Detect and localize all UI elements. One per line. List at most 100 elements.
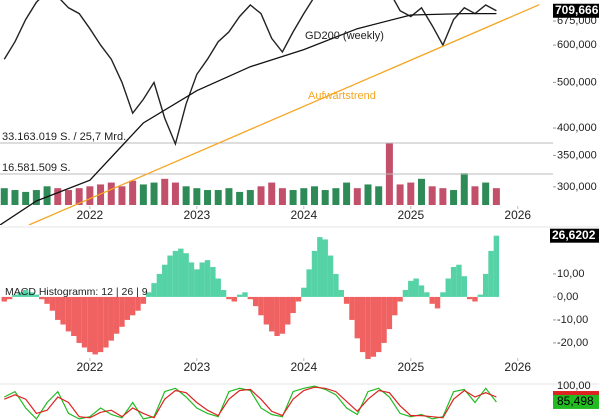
stoch-tag — [553, 394, 599, 409]
x-tick-label: 2026 — [504, 360, 531, 374]
macd-bar — [493, 235, 500, 297]
volume-bar — [11, 190, 19, 205]
x-tick-label: 2022 — [77, 360, 104, 374]
volume-bar — [278, 188, 286, 205]
volume-bar — [32, 190, 40, 205]
volume-bar — [492, 188, 500, 205]
y-tick-label: 10,00 — [557, 268, 585, 280]
volume-bar — [43, 186, 51, 205]
macd-bar — [44, 296, 50, 304]
macd-bar — [279, 296, 286, 334]
indicator-line — [0, 12, 497, 225]
macd-bar — [135, 296, 141, 311]
macd-bar — [386, 296, 393, 330]
price-tag-label: 709,666 — [555, 3, 599, 17]
volume-bar — [407, 182, 415, 205]
macd-bar — [76, 296, 82, 343]
x-tick-label: 2024 — [290, 208, 317, 222]
macd-bar — [226, 296, 232, 300]
volume-bar — [246, 190, 254, 205]
macd-bar — [199, 262, 205, 297]
macd-bar — [178, 248, 184, 297]
macd-bar — [33, 294, 40, 297]
volume-bar — [150, 182, 158, 205]
volume-bar — [54, 188, 62, 205]
macd-bar — [220, 290, 227, 297]
macd-bar — [145, 292, 152, 297]
y-tick-label: 600,000 — [557, 39, 597, 51]
y-tick-label: 300,000 — [557, 181, 597, 193]
y-tick-label: 350,000 — [557, 149, 597, 161]
trend-label: Aufwärtstrend — [308, 90, 376, 102]
macd-bar — [247, 296, 254, 300]
volume-bar — [214, 190, 222, 205]
volume-bar — [289, 190, 297, 205]
x-tick-label: 2023 — [183, 208, 210, 222]
volume-bar — [332, 188, 340, 205]
macd-bar — [472, 296, 478, 302]
y-tick-label: -10,00 — [557, 314, 588, 326]
gd200-label: GD200 (weekly) — [305, 30, 384, 42]
macd-bar — [140, 296, 147, 304]
volume-bar — [396, 184, 404, 205]
macd-bar — [87, 296, 93, 353]
volume-bar — [22, 191, 30, 205]
stoch-line — [4, 385, 497, 420]
macd-bar — [108, 296, 114, 341]
macd-bar — [22, 290, 29, 297]
macd-bar — [418, 285, 425, 297]
volume-bar — [86, 186, 94, 205]
macd-bar — [183, 253, 189, 297]
macd-bar — [71, 296, 77, 337]
macd-bar — [450, 267, 457, 297]
volume-bar — [375, 186, 383, 205]
macd-bar — [482, 273, 489, 297]
y-tick-label: 100,00 — [557, 380, 591, 392]
volume-bar — [450, 190, 458, 205]
macd-bar — [231, 296, 237, 302]
macd-bar — [97, 296, 104, 353]
x-tick-label: 2024 — [290, 360, 317, 374]
macd-bar — [274, 296, 280, 337]
stoch-tag-label: 85,498 — [557, 394, 594, 408]
volume-bar — [171, 182, 179, 205]
macd-bar — [269, 296, 275, 332]
macd-bar — [440, 292, 446, 297]
volume-bar — [353, 188, 361, 205]
y-tick-label: 675,000 — [557, 15, 597, 27]
macd-bar — [1, 296, 7, 302]
macd-bar — [194, 269, 200, 297]
volume-bar — [268, 182, 276, 205]
macd-bar — [429, 296, 435, 304]
macd-label: MACD Histogramm: 12 | 26 | 9 — [5, 286, 148, 298]
macd-bar — [488, 250, 494, 297]
macd-bar — [301, 287, 307, 297]
macd-bar — [327, 255, 334, 297]
macd-bar — [354, 296, 361, 339]
price-tag — [553, 3, 599, 18]
volume-bar — [311, 186, 319, 205]
price-panel: 33.163.019 S. / 25,7 Mrd. 16.581.509 S. — [0, 0, 553, 225]
volume-bar — [225, 188, 233, 205]
x-tick-label: 2025 — [397, 360, 424, 374]
macd-bar — [306, 269, 312, 297]
macd-bar — [424, 292, 430, 297]
volume-bar — [417, 178, 425, 205]
macd-bar — [461, 276, 467, 297]
macd-bar — [49, 296, 56, 311]
macd-tag-label: 26,6202 — [552, 228, 596, 242]
macd-bar — [397, 296, 403, 302]
macd-tag — [550, 228, 599, 243]
macd-bar — [215, 278, 221, 297]
macd-bar — [263, 296, 270, 325]
macd-bar — [172, 250, 179, 297]
volume-bar — [439, 188, 447, 205]
macd-panel — [1, 235, 500, 360]
price-line — [3, 0, 497, 147]
macd-bar — [456, 264, 462, 297]
volume-bar — [161, 178, 169, 205]
macd-bar — [343, 296, 350, 304]
macd-bar — [162, 264, 168, 297]
y-tick-label: 500,000 — [557, 76, 597, 88]
